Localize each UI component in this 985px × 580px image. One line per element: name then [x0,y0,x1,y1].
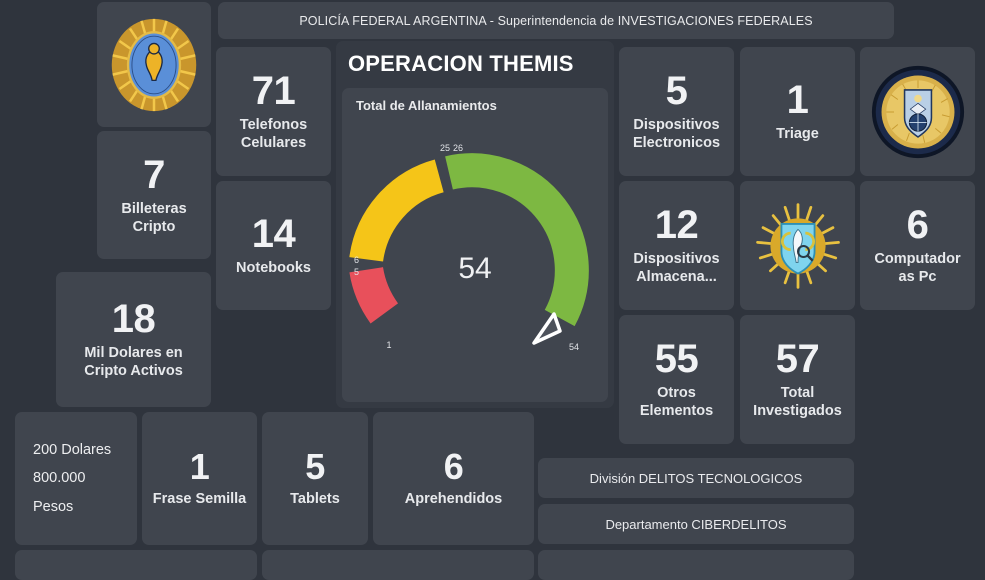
gauge-needle-marker [532,312,562,345]
total-allanamientos-gauge-chart: 1 5 6 25 26 54 54 [349,143,589,352]
operation-panel: OPERACION THEMIS Total de Allanamientos … [336,41,614,408]
kpi-value: 6 [443,446,464,488]
kpi-label: Dispositivos Electronicos [633,117,720,152]
kpi-value: 55 [654,337,699,382]
kpi-label: Mil Dolares en Cripto Activos [84,345,183,380]
kpi-card-telefonos-celulares: 71 Telefonos Celulares [216,47,331,176]
kpi-card-dispositivos-almacenamiento: 12 Dispositivos Almacena... [619,181,734,310]
kpi-label-line1: Dispositivos [633,117,720,134]
kpi-label-line2: Celulares [240,135,307,151]
kpi-card-total-investigados: 57 Total Investigados [740,315,855,444]
departamento-label: Departamento CIBERDELITOS [605,516,787,532]
gauge-tick-54: 54 [569,342,579,352]
kpi-label-line2: Investigados [753,403,842,419]
kpi-label: Notebooks [236,260,311,278]
kpi-label-line2: Almacena... [636,269,717,285]
division-delitos-tecnologicos-badge-icon [755,202,840,289]
kpi-card-aprehendidos: 6 Aprehendidos [373,412,534,545]
kpi-label: Computador as Pc [874,251,960,286]
kpi-label-line1: Telefonos [239,117,308,134]
gauge-band-red [349,266,399,324]
kpi-value: 14 [251,212,296,257]
operation-title: OPERACION THEMIS [348,51,574,76]
gauge-tick-5: 5 [354,267,359,277]
kpi-card-tablets: 5 Tablets [262,412,368,545]
gauge-band-yellow [349,159,445,263]
kpi-label-line1: Frase Semilla [152,491,247,508]
kpi-label: Telefonos Celulares [240,117,307,152]
kpi-label-line1: Dispositivos [633,251,720,268]
partial-card-bottom-left [15,550,257,580]
kpi-label: Tablets [290,491,340,509]
gauge-tick-6: 6 [354,255,359,265]
kpi-label: Triage [776,126,819,144]
kpi-card-cripto-activos: 18 Mil Dolares en Cripto Activos [56,272,211,407]
kpi-card-billeteras-cripto: 7 Billeteras Cripto [97,131,211,259]
gauge-tick-1: 1 [386,340,391,350]
kpi-label-line1: Aprehendidos [404,491,503,508]
kpi-label-line2: Electronicos [632,135,721,151]
kpi-label-line1: Billeteras [121,200,187,217]
kpi-value: 5 [305,446,325,488]
gauge-tick-25: 25 [440,143,450,153]
kpi-value: 18 [111,297,156,342]
kpi-card-triage: 1 Triage [740,47,855,176]
kpi-value: 5 [665,69,688,114]
kpi-label-line2: Cripto Activos [84,363,183,379]
kpi-label-line2: Elementos [639,403,714,419]
departamento-bar: Departamento CIBERDELITOS [538,504,854,544]
kpi-value: 1 [189,446,210,488]
gauge-center-value: 54 [458,252,491,285]
header-bar: POLICÍA FEDERAL ARGENTINA - Superintende… [218,2,894,39]
emblem-superintendencia-card [860,47,975,176]
partial-card-bottom-center [262,550,534,580]
partial-card-bottom-right [538,550,854,580]
kpi-label: Aprehendidos [405,491,502,509]
kpi-value: 1 [786,78,809,123]
kpi-label: Dispositivos Almacena... [633,251,719,286]
division-label: División DELITOS TECNOLOGICOS [589,470,803,486]
kpi-card-dispositivos-electronicos: 5 Dispositivos Electronicos [619,47,734,176]
kpi-value: 7 [143,152,165,197]
kpi-label: Total Investigados [753,385,842,420]
kpi-label: Otros Elementos [640,385,713,420]
kpi-label-line1: Otros [657,385,696,402]
kpi-label-line1: Triage [776,126,819,143]
kpi-card-dolares-pesos: 200 Dolares 800.000 Pesos [15,412,137,545]
kpi-card-otros-elementos: 55 Otros Elementos [619,315,734,444]
emblem-pfa-card [97,2,211,127]
gauge-tick-26: 26 [453,143,463,153]
kpi-value: 57 [775,337,820,382]
division-bar: División DELITOS TECNOLOGICOS [538,458,854,498]
kpi-value: 71 [251,69,296,114]
gauge-chart-title: Total de Allanamientos [356,98,497,113]
kpi-card-notebooks: 14 Notebooks [216,181,331,310]
money-line-2: 800.000 [33,470,86,487]
gauge-card: Total de Allanamientos 1 5 6 25 26 54 54 [342,88,608,402]
superintendencia-investigaciones-federales-badge-icon [871,65,964,158]
emblem-division-delitos-tecnologicos-card [740,181,855,310]
kpi-label: Billeteras Cripto [121,201,186,236]
gauge-band-green [445,153,589,327]
kpi-label-line2: Cripto [132,218,176,235]
kpi-label-line1: Computador [874,251,961,268]
kpi-card-computadoras-pc: 6 Computador as Pc [860,181,975,310]
money-line-3: Pesos [33,498,74,515]
kpi-label-line1: Mil Dolares en [84,345,183,362]
kpi-card-frase-semilla: 1 Frase Semilla [142,412,257,545]
kpi-label-line1: Total [780,385,815,402]
policia-federal-argentina-badge-icon [111,18,197,111]
kpi-label: Frase Semilla [153,491,247,509]
money-line-1: 200 Dolares [33,441,112,458]
kpi-value: 12 [654,203,699,248]
page-title: POLICÍA FEDERAL ARGENTINA - Superintende… [299,13,813,28]
kpi-label-line2: as Pc [898,269,937,285]
kpi-label-line1: Notebooks [236,260,311,277]
kpi-value: 6 [906,203,929,248]
kpi-label-line1: Tablets [290,491,340,508]
